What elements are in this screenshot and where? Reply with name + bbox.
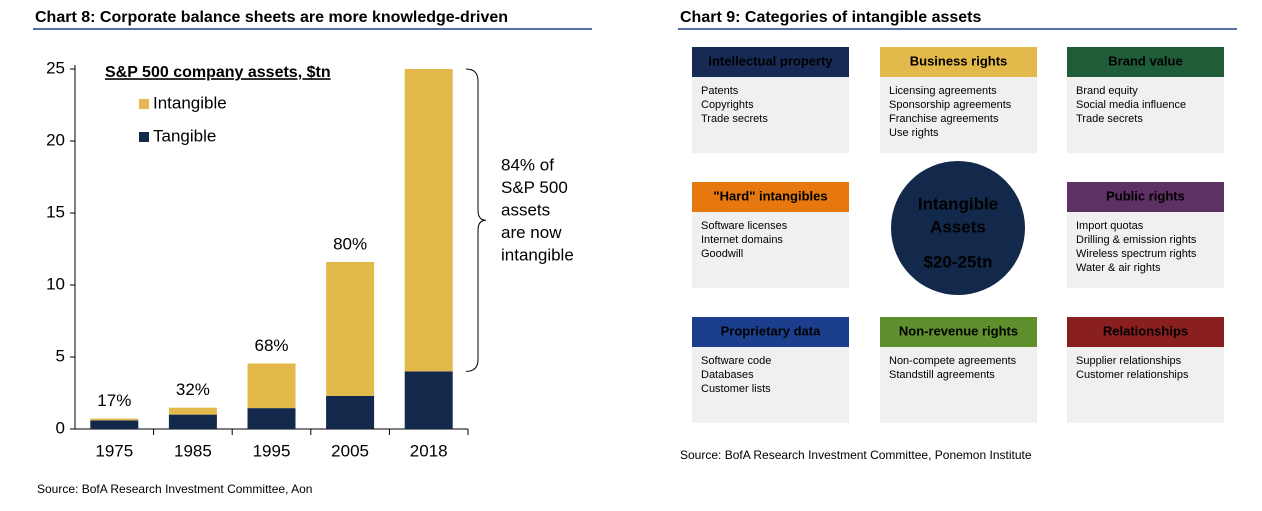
annotation: 84% of xyxy=(501,156,554,175)
box-body xyxy=(692,212,849,288)
center-text: $20-25tn xyxy=(924,252,993,271)
box-item: Software licenses xyxy=(701,220,788,232)
box-header xyxy=(880,47,1037,77)
box-title: Non-revenue rights xyxy=(899,323,1018,338)
box-header xyxy=(692,317,849,347)
box-item: Drilling & emission rights xyxy=(1076,234,1197,246)
box-item: Non-compete agreements xyxy=(889,355,1017,367)
box-title: Relationships xyxy=(1103,323,1188,338)
box-item: Sponsorship agreements xyxy=(889,99,1012,111)
x-tick-label: 1995 xyxy=(253,441,291,460)
y-tick-label: 25 xyxy=(46,58,65,77)
box-body xyxy=(880,347,1037,423)
x-tick-label: 2018 xyxy=(410,441,448,460)
y-tick-label: 0 xyxy=(56,418,65,437)
box-title: "Hard" intangibles xyxy=(713,188,827,203)
box-header xyxy=(880,317,1037,347)
box-item: Brand equity xyxy=(1076,85,1138,97)
bar-segment xyxy=(90,420,139,429)
center-text: Assets xyxy=(930,217,986,236)
legend-swatch xyxy=(139,99,149,109)
box-body xyxy=(1067,77,1224,153)
center-text: Intangible xyxy=(918,194,998,213)
source: Source: BofA Research Investment Committ… xyxy=(37,482,312,496)
box-header xyxy=(1067,47,1224,77)
box-title: Proprietary data xyxy=(721,323,821,338)
share-label: 32% xyxy=(176,380,210,399)
bar-segment xyxy=(326,261,375,396)
box-header xyxy=(1067,182,1224,212)
diagram-title: Chart 9: Categories of intangible assets xyxy=(680,9,982,26)
box-item: Goodwill xyxy=(701,248,743,260)
box-item: Standstill agreements xyxy=(889,369,995,381)
annotation: assets xyxy=(501,201,550,220)
bar-segment xyxy=(247,408,296,429)
box-item: Licensing agreements xyxy=(889,85,997,97)
bar-segment xyxy=(404,371,453,429)
box-body xyxy=(1067,347,1224,423)
box-body xyxy=(692,77,849,153)
box-item: Water & air rights xyxy=(1076,262,1161,274)
x-tick-label: 1975 xyxy=(95,441,133,460)
bar-segment xyxy=(404,69,453,372)
bar-segment xyxy=(168,414,217,429)
bar-segment xyxy=(247,363,296,409)
box-title: Brand value xyxy=(1108,53,1182,68)
box-title: Business rights xyxy=(910,53,1008,68)
box-item: Franchise agreements xyxy=(889,113,999,125)
box-header xyxy=(692,182,849,212)
legend-swatch xyxy=(139,132,149,142)
box-item: Internet domains xyxy=(701,234,783,246)
box-item: Copyrights xyxy=(701,99,754,111)
box-body xyxy=(880,77,1037,153)
box-header xyxy=(1067,317,1224,347)
y-tick-label: 5 xyxy=(56,346,65,365)
box-header xyxy=(692,47,849,77)
share-label: 68% xyxy=(254,336,288,355)
bar-segment xyxy=(90,418,139,421)
brace xyxy=(465,68,487,372)
box-item: Databases xyxy=(701,369,754,381)
bar-segment xyxy=(326,395,375,429)
legend-label: Intangible xyxy=(153,93,227,112)
y-tick-label: 20 xyxy=(46,130,65,149)
box-item: Trade secrets xyxy=(701,113,768,125)
box-item: Social media influence xyxy=(1076,99,1186,111)
share-label: 17% xyxy=(97,391,131,410)
box-item: Customer relationships xyxy=(1076,369,1189,381)
legend-label: Tangible xyxy=(153,126,216,145)
x-tick-label: 1985 xyxy=(174,441,212,460)
box-item: Use rights xyxy=(889,127,939,139)
box-item: Patents xyxy=(701,85,739,97)
x-tick-label: 2005 xyxy=(331,441,369,460)
box-item: Wireless spectrum rights xyxy=(1076,248,1197,260)
box-item: Import quotas xyxy=(1076,220,1144,232)
annotation: are now xyxy=(501,223,562,242)
box-title: Intellectual property xyxy=(708,53,833,68)
bar-segment xyxy=(168,407,217,415)
annotation: intangible xyxy=(501,246,574,265)
box-title: Public rights xyxy=(1106,188,1185,203)
annotation: S&P 500 xyxy=(501,178,568,197)
box-item: Supplier relationships xyxy=(1076,355,1182,367)
box-body xyxy=(692,347,849,423)
source: Source: BofA Research Investment Committ… xyxy=(680,448,1032,462)
box-body xyxy=(1067,212,1224,288)
center-circle xyxy=(891,161,1025,295)
chart-title: Chart 8: Corporate balance sheets are mo… xyxy=(35,9,508,26)
box-item: Customer lists xyxy=(701,383,771,395)
y-tick-label: 10 xyxy=(46,274,65,293)
box-item: Software code xyxy=(701,355,771,367)
share-label: 80% xyxy=(333,234,367,253)
y-tick-label: 15 xyxy=(46,202,65,221)
legend-title: S&P 500 company assets, $tn xyxy=(105,64,331,81)
box-item: Trade secrets xyxy=(1076,113,1143,125)
